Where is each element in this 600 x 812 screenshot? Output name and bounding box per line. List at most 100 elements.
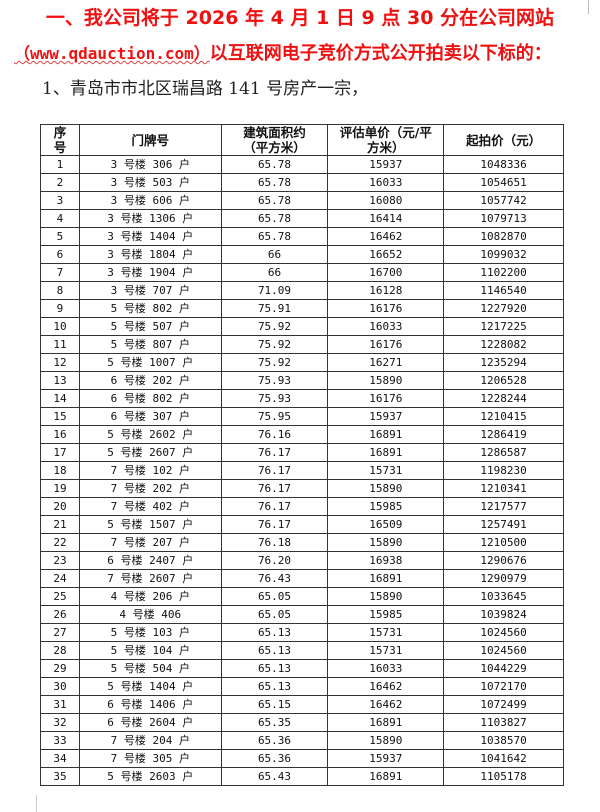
cell-starting-price: 1039824 (443, 605, 564, 624)
cell-unit: 5 号楼 2602 户 (78, 425, 222, 444)
cell-unit: 7 号楼 202 户 (78, 479, 222, 498)
cell-unit: 4 号楼 206 户 (78, 587, 222, 606)
cell-area: 65.78 (220, 209, 329, 228)
cell-starting-price: 1103827 (443, 713, 564, 732)
cell-index: 16 (40, 425, 80, 444)
cell-index: 2 (40, 173, 80, 192)
table-row: 18 7 号楼 102 户 76.17 15731 1198230 (40, 461, 564, 480)
cell-unit: 7 号楼 402 户 (78, 497, 222, 516)
cell-area: 75.91 (220, 299, 329, 318)
announcement-subheading-text: 以互联网电子竞价方式公开拍卖以下标的： (209, 43, 552, 64)
cell-area: 65.13 (220, 641, 329, 660)
cell-index: 10 (40, 317, 80, 336)
cell-unit-price: 16462 (327, 677, 445, 696)
header-unit: 门牌号 (78, 124, 222, 156)
cell-unit-price: 15937 (327, 155, 445, 174)
table-row: 26 4 号楼 406 65.05 15985 1039824 (40, 605, 564, 624)
cell-starting-price: 1099032 (443, 245, 564, 264)
cell-index: 1 (40, 155, 80, 174)
cell-starting-price: 1054651 (443, 173, 564, 192)
cell-area: 71.09 (220, 281, 329, 300)
cell-index: 33 (40, 731, 80, 750)
cell-unit-price: 15890 (327, 731, 445, 750)
cell-area: 76.20 (220, 551, 329, 570)
cell-index: 24 (40, 569, 80, 588)
cell-unit-price: 16176 (327, 299, 445, 318)
cell-starting-price: 1217225 (443, 317, 564, 336)
cell-unit-price: 15985 (327, 605, 445, 624)
cell-area: 76.17 (220, 443, 329, 462)
cell-index: 18 (40, 461, 80, 480)
cell-area: 76.17 (220, 479, 329, 498)
cell-index: 21 (40, 515, 80, 534)
header-area: 建筑面积约（平方米） (220, 124, 329, 156)
cell-unit-price: 16414 (327, 209, 445, 228)
cell-unit-price: 16891 (327, 443, 445, 462)
cell-unit: 5 号楼 807 户 (78, 335, 222, 354)
cell-area: 65.78 (220, 173, 329, 192)
cell-index: 9 (40, 299, 80, 318)
cell-starting-price: 1257491 (443, 515, 564, 534)
cell-unit-price: 15731 (327, 461, 445, 480)
cell-index: 5 (40, 227, 80, 246)
table-row: 11 5 号楼 807 户 75.92 16176 1228082 (40, 335, 564, 354)
cell-starting-price: 1072170 (443, 677, 564, 696)
item-title: 1、青岛市市北区瑞昌路 141 号房产一宗， (42, 79, 369, 99)
cell-index: 35 (40, 767, 80, 786)
cell-starting-price: 1105178 (443, 767, 564, 786)
cell-index: 23 (40, 551, 80, 570)
cell-index: 28 (40, 641, 80, 660)
cell-unit: 4 号楼 406 (78, 605, 222, 624)
cell-unit-price: 16700 (327, 263, 445, 282)
table-row: 23 6 号楼 2407 户 76.20 16938 1290676 (40, 551, 564, 570)
cell-area: 76.16 (220, 425, 329, 444)
cell-starting-price: 1228244 (443, 389, 564, 408)
cell-starting-price: 1290676 (443, 551, 564, 570)
table-row: 12 5 号楼 1007 户 75.92 16271 1235294 (40, 353, 564, 372)
table-row: 25 4 号楼 206 户 65.05 15890 1033645 (40, 587, 564, 606)
cell-area: 66 (220, 263, 329, 282)
cell-unit: 5 号楼 103 户 (78, 623, 222, 642)
website-link[interactable]: （www.qdauction.com） (14, 44, 210, 63)
cell-unit-price: 16891 (327, 767, 445, 786)
cell-unit-price: 15890 (327, 533, 445, 552)
cell-index: 27 (40, 623, 80, 642)
cell-starting-price: 1048336 (443, 155, 564, 174)
cell-unit: 3 号楼 707 户 (78, 281, 222, 300)
cell-unit-price: 15937 (327, 749, 445, 768)
cell-index: 7 (40, 263, 80, 282)
cell-unit: 3 号楼 1804 户 (78, 245, 222, 264)
cell-starting-price: 1235294 (443, 353, 564, 372)
cell-area: 76.17 (220, 497, 329, 516)
cell-unit-price: 15731 (327, 623, 445, 642)
cell-starting-price: 1072499 (443, 695, 564, 714)
cell-unit: 3 号楼 306 户 (78, 155, 222, 174)
cell-area: 76.18 (220, 533, 329, 552)
cell-index: 25 (40, 587, 80, 606)
cell-unit-price: 16080 (327, 191, 445, 210)
cell-starting-price: 1198230 (443, 461, 564, 480)
cell-area: 65.05 (220, 587, 329, 606)
cell-unit-price: 16462 (327, 227, 445, 246)
cell-area: 65.78 (220, 227, 329, 246)
announcement-subheading: （www.qdauction.com）以互联网电子竞价方式公开拍卖以下标的： (14, 42, 600, 66)
header-index: 序号 (40, 124, 80, 156)
cell-area: 65.15 (220, 695, 329, 714)
cell-unit: 5 号楼 104 户 (78, 641, 222, 660)
cell-unit: 6 号楼 307 户 (78, 407, 222, 426)
cell-unit: 7 号楼 102 户 (78, 461, 222, 480)
table-header-row: 序号 门牌号 建筑面积约（平方米） 评估单价（元/平方米） 起拍价（元） (40, 124, 564, 156)
cell-unit-price: 16033 (327, 173, 445, 192)
cell-starting-price: 1082870 (443, 227, 564, 246)
table-row: 28 5 号楼 104 户 65.13 15731 1024560 (40, 641, 564, 660)
cell-index: 8 (40, 281, 80, 300)
page-edge-divider (588, 0, 589, 14)
table-row: 24 7 号楼 2607 户 76.43 16891 1290979 (40, 569, 564, 588)
cell-starting-price: 1024560 (443, 623, 564, 642)
cell-starting-price: 1286419 (443, 425, 564, 444)
table-row: 15 6 号楼 307 户 75.95 15937 1210415 (40, 407, 564, 426)
